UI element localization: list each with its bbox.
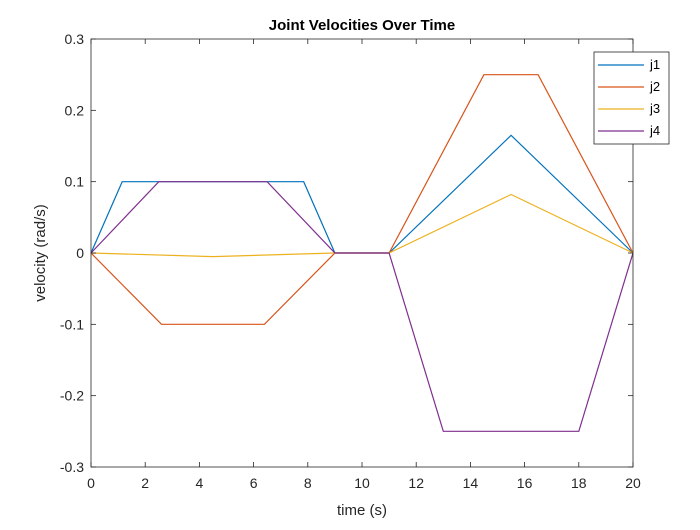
legend-label-j1: j1 <box>649 57 660 72</box>
legend-box <box>593 51 670 145</box>
legend-label-j4: j4 <box>649 123 660 138</box>
y-tick-label: -0.1 <box>60 316 84 332</box>
plot-frame <box>90 38 634 468</box>
x-tick-label: 0 <box>87 475 95 491</box>
x-tick-label: 2 <box>141 475 149 491</box>
x-tick-label: 20 <box>625 475 641 491</box>
y-tick-label: -0.3 <box>60 459 84 475</box>
legend-label-j2: j2 <box>649 79 660 94</box>
chart-title: Joint Velocities Over Time <box>269 17 455 34</box>
y-tick-label: 0.2 <box>65 102 85 118</box>
y-tick-label: 0 <box>76 245 84 261</box>
x-tick-label: 8 <box>304 475 312 491</box>
tick-layer <box>90 38 634 468</box>
series-layer <box>90 74 634 432</box>
x-tick-label: 6 <box>250 475 258 491</box>
x-tick-label: 12 <box>408 475 424 491</box>
x-axis-label: time (s) <box>337 502 387 519</box>
x-tick-label: 10 <box>354 475 370 491</box>
legend[interactable]: j1 j2 j3 j4 <box>593 51 670 145</box>
x-tick-label: 14 <box>463 475 479 491</box>
x-tick-label: 16 <box>517 475 533 491</box>
legend-label-j3: j3 <box>649 101 660 116</box>
x-tick-label: 18 <box>571 475 587 491</box>
tick-label-layer: 0 2 4 6 8 10 12 14 16 18 20 0.3 0.2 0.1 0 -0.1 -0.2 -0.3 <box>60 31 641 491</box>
y-tick-label: 0.3 <box>65 31 85 47</box>
y-tick-label: 0.1 <box>65 174 85 190</box>
x-tick-label: 4 <box>196 475 204 491</box>
y-axis-label: velocity (rad/s) <box>32 204 49 302</box>
y-tick-label: -0.2 <box>60 388 84 404</box>
series-line-j4 <box>90 181 634 432</box>
